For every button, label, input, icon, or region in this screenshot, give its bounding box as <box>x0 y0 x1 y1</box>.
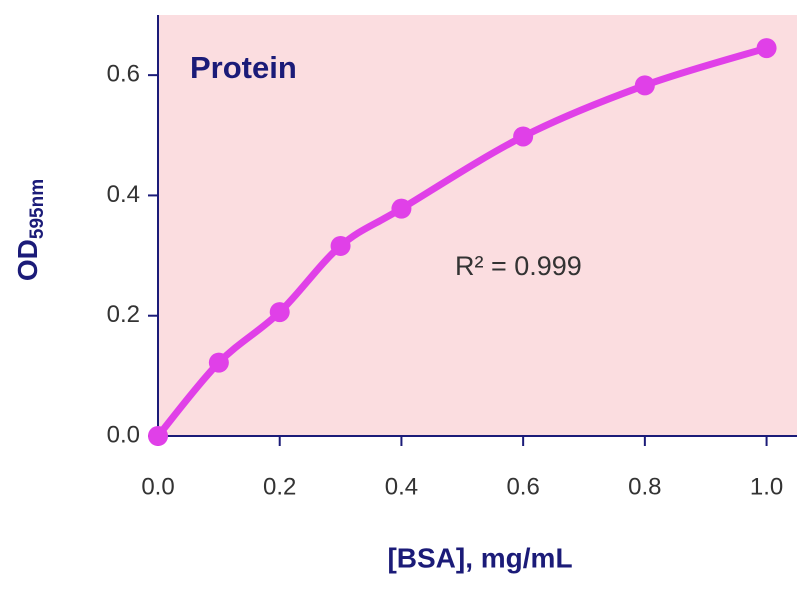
x-tick-label: 0.0 <box>141 473 174 500</box>
y-axis-label: OD595nm <box>12 179 48 281</box>
data-point <box>208 352 229 373</box>
x-tick-label: 0.8 <box>628 473 661 500</box>
fit-label: R² = 0.999 <box>455 251 582 281</box>
y-tick-label: 0.0 <box>107 421 140 448</box>
y-tick-label: 0.4 <box>107 181 140 208</box>
x-tick-label: 1.0 <box>750 473 783 500</box>
data-point <box>391 198 412 219</box>
y-axis-label-main: OD <box>12 239 43 281</box>
data-point <box>148 426 168 446</box>
data-point <box>269 302 290 323</box>
plot-background <box>158 15 797 436</box>
x-tick-label: 0.4 <box>385 473 418 500</box>
x-tick-label: 0.6 <box>506 473 539 500</box>
data-point <box>330 235 351 256</box>
x-axis-label: [BSA], mg/mL <box>387 542 572 573</box>
data-point <box>513 126 534 147</box>
data-point <box>634 75 655 96</box>
annotation: Protein <box>190 50 297 85</box>
y-axis-label-sub: 595nm <box>27 179 48 239</box>
data-point <box>756 38 777 59</box>
x-tick-label: 0.2 <box>263 473 296 500</box>
y-tick-label: 0.6 <box>107 60 140 87</box>
y-tick-label: 0.2 <box>107 301 140 328</box>
